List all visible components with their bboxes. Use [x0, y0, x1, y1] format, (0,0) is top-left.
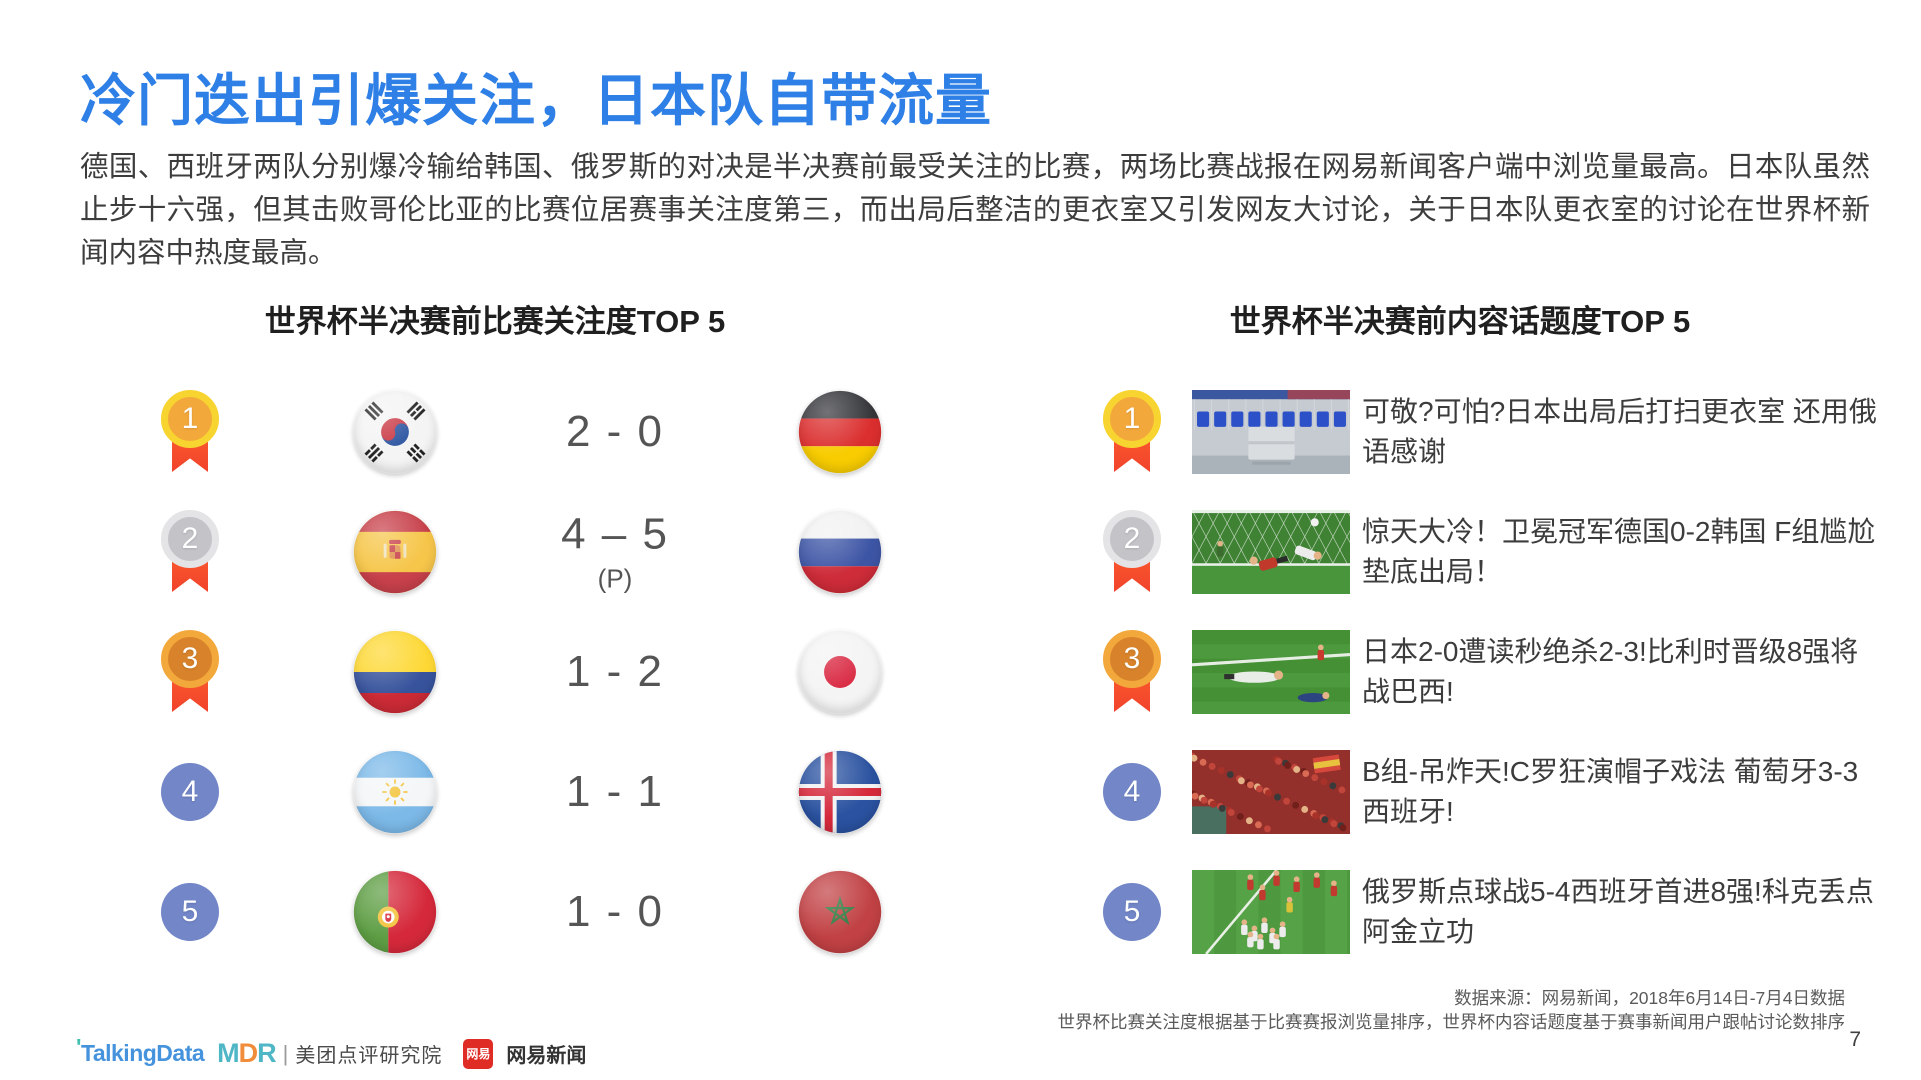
match-row: 2 4 – 5 (P)	[110, 492, 910, 612]
match-row: 4 1 - 1	[110, 732, 910, 852]
rank-number: 4	[1123, 775, 1141, 808]
score-cell: 1 - 1	[495, 767, 735, 817]
rank-badge: 4	[1100, 732, 1164, 852]
rank-number: 4	[181, 775, 199, 808]
mdr-letter: R	[257, 1038, 276, 1068]
flag-japan-icon	[798, 630, 882, 714]
flag-south-korea-icon	[353, 390, 437, 474]
news-row: 4 B组-吊炸天!C罗狂演帽子戏法 葡萄牙3-3西班牙!	[1080, 732, 1880, 852]
news-row: 1 可敬?可怕?日本出局后打扫更衣室 还用俄语感谢	[1080, 372, 1880, 492]
news-headline: B组-吊炸天!C罗狂演帽子戏法 葡萄牙3-3西班牙!	[1362, 756, 1859, 827]
match-score: 2 - 0	[565, 407, 665, 456]
data-source-note: 数据来源：网易新闻，2018年6月14日-7月4日数据 世界杯比赛关注度根据基于…	[1058, 986, 1846, 1034]
footer-logos: TalkingData MDR | 美团点评研究院 网易 网易新闻	[76, 1038, 586, 1069]
news-row: 3 日本2-0遭读秒绝杀2-3!比利时晋级8强将战巴西!	[1080, 612, 1880, 732]
score-cell: 4 – 5 (P)	[495, 510, 735, 595]
news-ranking-list: 1 可敬?可怕?日本出局后打扫更衣室 还用俄语感谢 2 惊天大冷！卫冕冠军德国0-…	[1080, 372, 1880, 972]
silver-medal-icon: 2	[1100, 492, 1164, 612]
russia-celebration-photo	[1192, 870, 1350, 954]
japan-locker-room-photo	[1192, 390, 1350, 474]
flag-iceland-icon	[798, 750, 882, 834]
match-score: 1 - 0	[565, 887, 665, 936]
bronze-medal-icon: 3	[1100, 612, 1164, 732]
silver-medal-icon: 2	[158, 492, 222, 612]
flag-argentina-icon	[353, 750, 437, 834]
rank-number: 1	[181, 402, 199, 435]
rank-badge: 5	[158, 852, 222, 972]
news-headline: 惊天大冷！卫冕冠军德国0-2韩国 F组尴尬垫底出局！	[1362, 516, 1876, 587]
flag-germany-icon	[798, 390, 882, 474]
germany-korea-goal-photo	[1192, 510, 1350, 594]
rank-number: 3	[181, 642, 199, 675]
news-row: 5 俄罗斯点球战5-4西班牙首进8强!科克丢点阿金立功	[1080, 852, 1880, 972]
gold-medal-icon: 1	[1100, 372, 1164, 492]
rank-number: 1	[1123, 402, 1141, 435]
logo-divider: |	[282, 1040, 289, 1066]
mdr-letter: M	[217, 1038, 239, 1068]
flag-spain-icon	[353, 510, 437, 594]
talkingdata-logo: TalkingData	[76, 1040, 205, 1067]
mdr-logo: MDR	[217, 1038, 276, 1069]
flag-portugal-icon	[353, 870, 437, 954]
flag-russia-icon	[798, 510, 882, 594]
news-headline: 可敬?可怕?日本出局后打扫更衣室 还用俄语感谢	[1362, 396, 1877, 467]
news-row: 2 惊天大冷！卫冕冠军德国0-2韩国 F组尴尬垫底出局！	[1080, 492, 1880, 612]
news-headline: 俄罗斯点球战5-4西班牙首进8强!科克丢点阿金立功	[1362, 876, 1874, 947]
rank-number: 5	[1123, 895, 1141, 928]
news-headline: 日本2-0遭读秒绝杀2-3!比利时晋级8强将战巴西!	[1362, 636, 1859, 707]
match-ranking-list: 1 2 - 0 2 4 – 5 (P) 3 1 - 2 4 1 - 1	[110, 372, 910, 972]
match-score: 1 - 2	[565, 647, 665, 696]
match-score: 1 - 1	[565, 767, 665, 816]
netease-news-label: 网易新闻	[506, 1045, 587, 1067]
intro-paragraph: 德国、西班牙两队分别爆冷输给韩国、俄罗斯的对决是半决赛前最受关注的比赛，两场比赛…	[80, 151, 1870, 269]
match-row: 1 2 - 0	[110, 372, 910, 492]
source-line1: 数据来源：网易新闻，2018年6月14日-7月4日数据	[1454, 988, 1845, 1008]
score-note: (P)	[597, 563, 633, 594]
match-row: 5 1 - 0	[110, 852, 910, 972]
gold-medal-icon: 1	[158, 372, 222, 492]
page-number: 7	[1849, 1028, 1861, 1051]
meituan-dianping-research-label: 美团点评研究院	[295, 1045, 443, 1067]
flag-colombia-icon	[353, 630, 437, 714]
page-title: 冷门迭出引爆关注，日本队自带流量	[80, 69, 992, 132]
bronze-medal-icon: 3	[158, 612, 222, 732]
rank-number: 2	[181, 522, 199, 555]
rank-number: 5	[181, 895, 199, 928]
flag-morocco-icon	[798, 870, 882, 954]
talkingdata-label: TalkingData	[80, 1040, 205, 1066]
source-line2: 世界杯比赛关注度根据基于比赛赛报浏览量排序，世界杯内容话题度基于赛事新闻用户跟帖…	[1057, 1012, 1846, 1032]
news-ranking-title: 世界杯半决赛前内容话题度TOP 5	[1229, 304, 1691, 339]
rank-badge: 5	[1100, 852, 1164, 972]
match-ranking-title: 世界杯半决赛前比赛关注度TOP 5	[264, 304, 726, 339]
rank-number: 2	[1123, 522, 1141, 555]
japan-belgium-keeper-photo	[1192, 630, 1350, 714]
mdr-letter: D	[238, 1038, 258, 1068]
score-cell: 1 - 2	[495, 647, 735, 697]
spain-fans-photo	[1192, 750, 1350, 834]
talkingdata-tick-icon	[76, 1034, 81, 1061]
rank-badge: 4	[158, 732, 222, 852]
match-row: 3 1 - 2	[110, 612, 910, 732]
netease-badge-icon: 网易	[463, 1038, 494, 1069]
match-score: 4 – 5	[561, 509, 669, 559]
rank-number: 3	[1123, 642, 1141, 675]
score-cell: 2 - 0	[495, 407, 735, 457]
score-cell: 1 - 0	[495, 887, 735, 937]
